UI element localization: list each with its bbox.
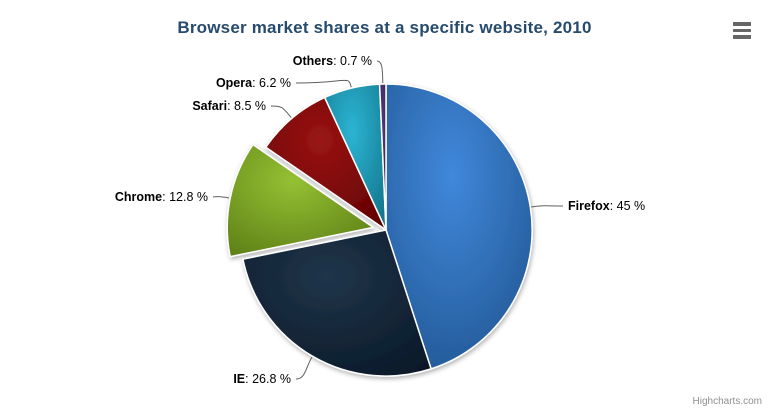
label-connector-ie (295, 356, 313, 380)
slice-value: : 8.5 % (227, 99, 266, 113)
slice-value: : 12.8 % (162, 190, 208, 204)
slice-name: Safari (192, 99, 228, 113)
hamburger-menu-icon (731, 22, 753, 39)
pie-slice-others[interactable] (378, 83, 387, 231)
data-label-safari[interactable]: Safari: 8.5 % (192, 99, 266, 113)
chart-title: Browser market shares at a specific webs… (177, 18, 592, 37)
data-label-ie[interactable]: IE: 26.8 % (233, 372, 291, 386)
chart-context-menu-button[interactable] (729, 20, 755, 42)
pie-slice-chrome[interactable] (226, 143, 375, 258)
label-connector-safari (270, 105, 292, 118)
data-label-opera[interactable]: Opera: 6.2 % (216, 76, 291, 90)
data-label-firefox[interactable]: Firefox: 45 % (568, 199, 645, 213)
data-label-others[interactable]: Others: 0.7 % (293, 54, 372, 68)
slice-name: Others (292, 54, 334, 68)
slice-name: IE (233, 372, 246, 386)
label-connector-opera (295, 79, 352, 88)
slice-value: : 0.7 % (333, 54, 372, 68)
pie-slice-ie[interactable] (242, 229, 432, 377)
slice-name: Opera (215, 76, 253, 90)
label-connector-firefox (531, 205, 564, 208)
data-label-chrome[interactable]: Chrome: 12.8 % (115, 190, 208, 204)
label-connector-others (376, 60, 384, 84)
slice-name: Firefox (568, 199, 610, 213)
pie-slice-firefox[interactable] (385, 83, 533, 370)
slice-value: : 6.2 % (252, 76, 291, 90)
slice-value: : 26.8 % (245, 372, 291, 386)
slice-value: : 45 % (609, 199, 646, 213)
highcharts-credits-link[interactable]: Highcharts.com (692, 396, 762, 407)
slice-name: Chrome (114, 190, 163, 204)
label-connector-chrome (212, 196, 230, 199)
